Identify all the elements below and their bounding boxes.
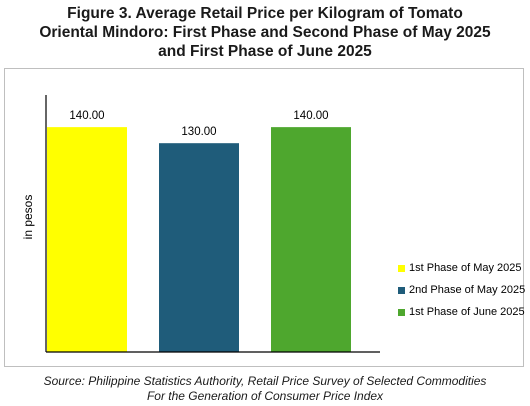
chart-title: Figure 3. Average Retail Price per Kilog… bbox=[0, 4, 530, 61]
chart-legend: 1st Phase of May 2025 2nd Phase of May 20… bbox=[398, 257, 525, 323]
legend-label-3: 1st Phase of June 2025 bbox=[409, 306, 525, 318]
chart-title-line-3: and First Phase of June 2025 bbox=[158, 43, 372, 60]
source-line-2: For the Generation of Consumer Price Ind… bbox=[146, 389, 384, 403]
bar-2 bbox=[159, 143, 239, 352]
legend-item-1: 1st Phase of May 2025 bbox=[398, 257, 525, 279]
legend-swatch-3 bbox=[398, 308, 405, 316]
data-label-3: 140.00 bbox=[293, 110, 328, 122]
bar-3 bbox=[271, 127, 351, 352]
legend-swatch-1 bbox=[398, 264, 405, 272]
legend-swatch-2 bbox=[398, 286, 405, 294]
bars-group: 140.00 130.00 140.00 bbox=[47, 110, 351, 352]
chart-area: in pesos 140.00 130.00 140.00 1st Phase of… bbox=[4, 68, 525, 367]
source-note: Source: Philippine Statistics Authority,… bbox=[0, 374, 530, 404]
chart-title-line-2: Oriental Mindoro: First Phase and Second… bbox=[39, 24, 491, 41]
legend-label-2: 2nd Phase of May 2025 bbox=[409, 284, 526, 296]
legend-item-3: 1st Phase of June 2025 bbox=[398, 301, 525, 323]
data-label-1: 140.00 bbox=[69, 110, 104, 122]
data-label-2: 130.00 bbox=[181, 126, 216, 138]
chart-title-line-1: Figure 3. Average Retail Price per Kilog… bbox=[67, 5, 463, 22]
bar-chart: in pesos 140.00 130.00 140.00 bbox=[21, 95, 380, 353]
y-axis-label: in pesos bbox=[21, 195, 35, 240]
legend-label-1: 1st Phase of May 2025 bbox=[409, 262, 522, 274]
source-line-1: Source: Philippine Statistics Authority,… bbox=[43, 374, 487, 388]
bar-1 bbox=[47, 127, 127, 352]
legend-item-2: 2nd Phase of May 2025 bbox=[398, 279, 525, 301]
